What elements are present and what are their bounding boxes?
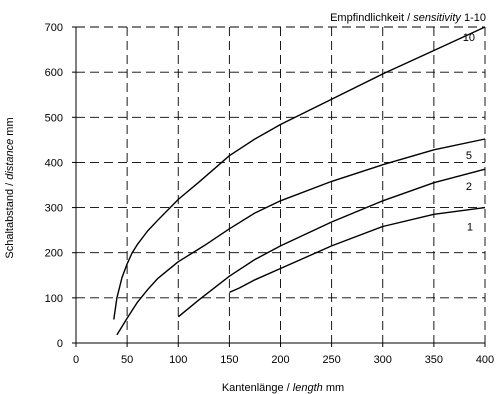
x-tick-label: 50 xyxy=(121,354,133,366)
x-tick-label: 400 xyxy=(476,354,494,366)
x-tick-label: 300 xyxy=(374,354,392,366)
tick-labels: 0 50 100 150 200 250 300 350 400 0 100 200 300 400 500… xyxy=(45,22,495,366)
series-labels: 10 5 2 1 xyxy=(463,32,475,234)
y-tick-label: 200 xyxy=(45,248,63,260)
legend-title: Empfindlichkeit / sensitivity 1-10 xyxy=(330,12,486,24)
y-tick-label: 500 xyxy=(45,112,63,124)
y-tick-label: 300 xyxy=(45,203,63,215)
x-tick-label: 150 xyxy=(220,354,238,366)
series-line-5 xyxy=(116,138,486,336)
x-tick-label: 0 xyxy=(73,354,79,366)
axes xyxy=(72,26,486,347)
y-axis-label: Schaltabstand / distance mm xyxy=(4,117,16,258)
series-lines xyxy=(113,26,486,336)
y-tick-label: 100 xyxy=(45,293,63,305)
series-line-2 xyxy=(177,168,486,318)
series-label-5: 5 xyxy=(466,150,472,162)
x-axis-label: Kantenlänge / length mm xyxy=(222,382,344,394)
x-tick-label: 350 xyxy=(425,354,443,366)
series-line-10 xyxy=(113,26,486,320)
grid xyxy=(76,26,486,343)
series-label-10: 10 xyxy=(463,32,475,44)
x-tick-label: 250 xyxy=(322,354,340,366)
x-tick-label: 100 xyxy=(169,354,187,366)
y-tick-label: 400 xyxy=(45,157,63,169)
series-label-1: 1 xyxy=(467,222,473,234)
x-tick-label: 200 xyxy=(271,354,289,366)
y-tick-label: 600 xyxy=(45,67,63,79)
series-label-2: 2 xyxy=(466,181,472,193)
y-tick-label: 0 xyxy=(57,338,63,350)
y-tick-label: 700 xyxy=(45,22,63,34)
series-line-1 xyxy=(229,206,486,294)
